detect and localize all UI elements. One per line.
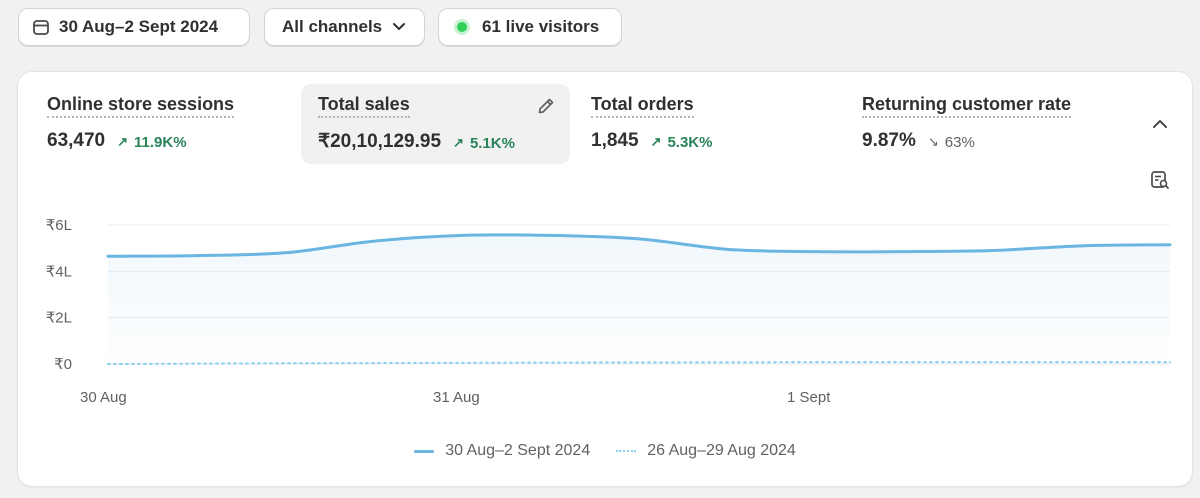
metric-value: ₹20,10,129.95 [318, 131, 442, 152]
legend-swatch-solid [414, 449, 435, 453]
legend-item-comparison[interactable]: 26 Aug–29 Aug 2024 [616, 442, 796, 460]
metric-change-value: 63% [944, 133, 975, 151]
channel-select-button[interactable]: All channels [264, 8, 425, 46]
live-visitors-label: 61 live visitors [482, 17, 600, 36]
date-range-button[interactable]: 30 Aug–2 Sept 2024 [18, 8, 250, 46]
metric-value: 63,470 [47, 130, 106, 151]
metric-change: ↗ 5.3K% [651, 134, 713, 151]
x-tick-label: 31 Aug [433, 389, 480, 406]
arrow-up-right-icon: ↗ [650, 134, 662, 149]
sales-line-chart: ₹6L ₹4L ₹2L ₹0 30 Aug 31 Aug 1 Sept [46, 217, 1172, 406]
metric-change: ↗ 11.9K% [117, 134, 186, 151]
arrow-down-right-icon: ↘ [927, 134, 939, 149]
series-line-current [106, 233, 1172, 258]
metric-change-value: 11.9K% [134, 133, 187, 151]
metric-label[interactable]: Returning customer rate [862, 94, 1072, 118]
metric-change: ↗ 5.1K% [453, 135, 515, 152]
metric-change: ↘ 63% [928, 134, 975, 151]
chart-legend: 30 Aug–2 Sept 2024 26 Aug–29 Aug 2024 [18, 442, 1192, 460]
chevron-down-icon [392, 22, 406, 32]
legend-label-current: 30 Aug–2 Sept 2024 [445, 442, 591, 459]
series-area-current [108, 234, 1170, 364]
pencil-icon[interactable] [536, 96, 556, 121]
metric-change-value: 5.1K% [469, 134, 515, 152]
channel-select-label: All channels [282, 17, 383, 36]
analytics-card: Online store sessions 63,470 ↗ 11.9K% To… [18, 72, 1192, 486]
live-visitors-button[interactable]: 61 live visitors [438, 8, 622, 46]
metric-returning-customer-rate[interactable]: Returning customer rate 9.87% ↘ 63% [845, 84, 1125, 164]
metric-change-value: 5.3K% [667, 133, 713, 151]
date-range-label: 30 Aug–2 Sept 2024 [59, 17, 219, 36]
metric-label[interactable]: Total sales [318, 94, 410, 118]
metric-label[interactable]: Online store sessions [47, 94, 235, 118]
arrow-up-right-icon: ↗ [117, 134, 129, 149]
metric-value: 1,845 [591, 130, 639, 151]
y-tick-label: ₹0 [54, 356, 72, 373]
y-tick-label: ₹6L [46, 217, 72, 234]
metric-total-sales[interactable]: Total sales ₹20,10,129.95 ↗ 5.1K% [301, 84, 570, 164]
live-dot-icon [457, 22, 467, 32]
metric-total-orders[interactable]: Total orders 1,845 ↗ 5.3K% [574, 84, 834, 164]
x-tick-label: 30 Aug [80, 389, 127, 406]
explore-report-icon[interactable] [1150, 170, 1170, 195]
metric-label[interactable]: Total orders [591, 94, 694, 118]
metric-value: 9.87% [862, 130, 916, 151]
x-tick-label: 1 Sept [787, 389, 831, 406]
y-tick-label: ₹2L [46, 310, 72, 327]
legend-item-current[interactable]: 30 Aug–2 Sept 2024 [414, 442, 590, 460]
legend-label-comparison: 26 Aug–29 Aug 2024 [647, 442, 796, 459]
arrow-up-right-icon: ↗ [453, 135, 464, 150]
chevron-up-icon[interactable] [1152, 116, 1168, 134]
metric-online-store-sessions[interactable]: Online store sessions 63,470 ↗ 11.9K% [30, 84, 300, 164]
y-tick-label: ₹4L [46, 263, 72, 280]
calendar-icon [32, 18, 50, 36]
legend-swatch-dotted [616, 450, 637, 452]
